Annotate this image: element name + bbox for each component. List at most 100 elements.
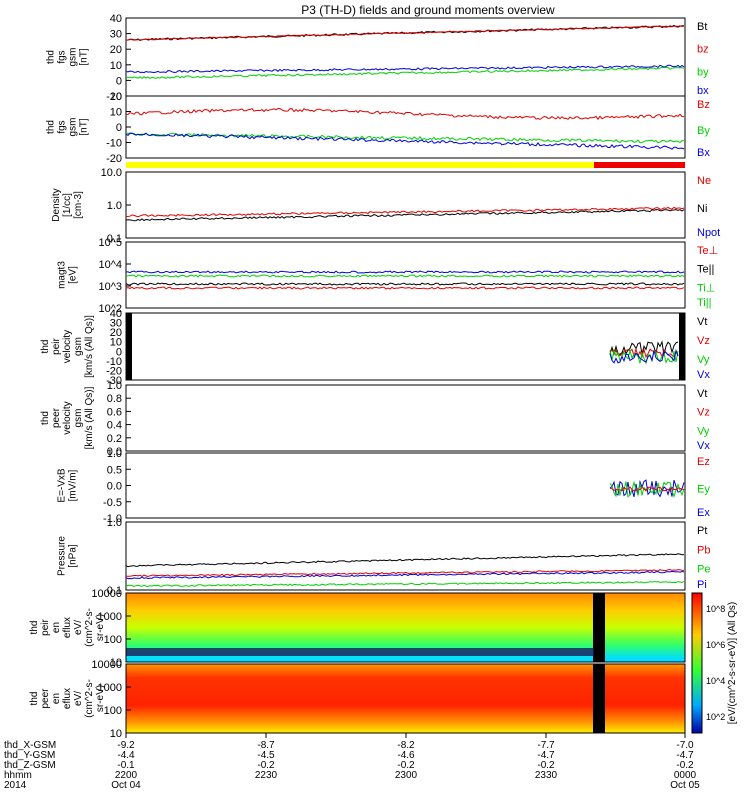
y-tick-label: 1000 <box>98 611 122 623</box>
footer-value: -4.5 <box>257 750 275 761</box>
mode-bar-red <box>594 162 685 168</box>
footer-row-label: hhmm <box>4 770 32 781</box>
mode-bar-yellow <box>126 162 594 168</box>
y-axis-label: [nT] <box>79 48 90 65</box>
footer-value: -0.1 <box>117 760 135 771</box>
legend-entry: Ez <box>697 456 710 468</box>
y-axis-label: gsm <box>68 48 79 67</box>
y-axis-label: [km/s (All Qs)] <box>84 386 95 449</box>
footer-value: -9.2 <box>117 740 135 751</box>
y-axis-label: en <box>51 693 62 704</box>
series-Vz <box>609 347 679 359</box>
data-fill-right <box>679 313 685 380</box>
y-axis-label: eV/ <box>73 691 84 706</box>
footer-value: -8.2 <box>397 740 415 751</box>
footer-value: -4.7 <box>676 750 694 761</box>
series-Pb <box>126 568 684 578</box>
series-Bx <box>125 132 685 150</box>
y-tick-label: 1.0 <box>107 517 122 529</box>
legend-entry: bx <box>697 85 709 97</box>
footer-value: 2230 <box>255 770 278 781</box>
y-axis-label: peer <box>51 407 62 428</box>
series-bx <box>125 64 685 74</box>
legend-entry: Ti⊥ <box>697 282 715 294</box>
colorbar: 10^8 10^6 10^4 10^2 [eV/(cm^2-s-sr-eV)] (All… <box>691 592 738 734</box>
legend-entry: Ex <box>697 507 710 519</box>
y-tick-label: 30 <box>110 29 122 41</box>
y-tick-label: 10 <box>110 657 122 669</box>
series-Ne <box>125 206 685 218</box>
y-axis-label: thd <box>29 692 40 706</box>
y-tick-label: 0.2 <box>107 433 122 445</box>
y-axis-label: [mV/m] <box>68 469 79 501</box>
footer-value: -0.2 <box>676 760 694 771</box>
footer-row-label: thd_Z-GSM <box>4 760 56 771</box>
y-axis-label: thd <box>40 411 51 425</box>
y-tick-label: 20 <box>110 91 122 103</box>
footer-value: -4.7 <box>537 750 555 761</box>
plot-frame <box>125 17 686 97</box>
footer-value: -7.0 <box>676 740 694 751</box>
y-tick-label: 0.6 <box>107 406 122 418</box>
colorbar-tick: 10^8 <box>706 604 725 614</box>
series-Te-par <box>125 282 685 286</box>
series-Ti-perp <box>126 270 685 274</box>
panel-7: 1.0 0.5 0.0 -0.5 -1.0 E=-VxB [mV/m] Ez Ey Ex <box>57 448 711 525</box>
series-Pi <box>125 570 685 580</box>
y-tick-label: 0 <box>116 122 122 134</box>
y-axis-label: velocity <box>62 330 73 363</box>
y-tick-label: 10.0 <box>101 167 122 179</box>
y-tick-label: 0.4 <box>107 420 122 432</box>
y-tick-label: -30 <box>106 375 122 387</box>
y-tick-label: 0.5 <box>107 464 122 476</box>
panel-3: 10.0 1.0 0.1 Density [1/cc] [cm-3] Ne Ni Npot <box>51 167 720 245</box>
plot-frame <box>125 95 686 159</box>
y-axis-label: [nT] <box>79 118 90 135</box>
y-tick-label: 30 <box>110 318 122 330</box>
mode-bar <box>126 162 685 168</box>
y-tick-label: 10 <box>110 60 122 72</box>
spectrogram-gap <box>593 593 605 662</box>
axes-box <box>125 17 686 97</box>
y-tick-label: 10^3 <box>98 281 122 293</box>
y-axis-label: Density <box>51 188 62 221</box>
y-axis-label: sr-eV) <box>95 614 106 641</box>
legend-entry: Ni <box>697 203 707 215</box>
panel-1: 40 30 20 10 0 -10 thd fgs gsm [nT] Bt bz by bx <box>46 13 710 103</box>
footer-value: -0.2 <box>537 760 555 771</box>
y-tick-label: 40 <box>110 13 122 25</box>
legend-entry: bz <box>697 44 709 56</box>
axes-box <box>125 384 686 452</box>
spectrogram-gap <box>593 664 605 733</box>
legend-entry: Vx <box>697 369 710 381</box>
series-Pe <box>125 581 685 588</box>
legend-entry: Vx <box>697 440 710 452</box>
colorbar-tick: 10^4 <box>706 676 725 686</box>
y-axis-label: E=-VxB <box>57 468 68 503</box>
legend-entry: Bt <box>697 21 707 33</box>
y-tick-label: 100 <box>104 634 122 646</box>
y-axis-label: velocity <box>62 401 73 434</box>
data-fill-left <box>126 313 132 380</box>
y-tick-label: 10^5 <box>98 237 122 249</box>
low-energy-band <box>126 648 594 656</box>
legend-entry: Pi <box>697 579 707 591</box>
y-tick-label: 10 <box>110 728 122 740</box>
y-axis-label: thd <box>46 50 57 64</box>
footer-value: -0.2 <box>257 760 275 771</box>
plot-frame <box>125 241 686 309</box>
y-axis-label: (cm^2-s- <box>84 608 95 647</box>
series-Vx <box>609 348 679 364</box>
legend-entry: by <box>697 66 709 78</box>
panel-10: 10000 1000 100 10 thd peer en eflux eV/(cm^2-s-s… <box>29 659 686 740</box>
legend-entry: Pb <box>697 544 710 556</box>
y-tick-label: 1000 <box>98 682 122 694</box>
y-axis-label: Pressure <box>57 536 68 576</box>
legend-entry: Vz <box>697 407 710 419</box>
series-Ez <box>609 486 685 492</box>
axes-box <box>125 592 686 663</box>
panel-9: 10000 1000 100 10 thd peir en eflux eV/(cm^2-s-s… <box>29 588 686 669</box>
footer-value: Oct 04 <box>111 780 141 791</box>
